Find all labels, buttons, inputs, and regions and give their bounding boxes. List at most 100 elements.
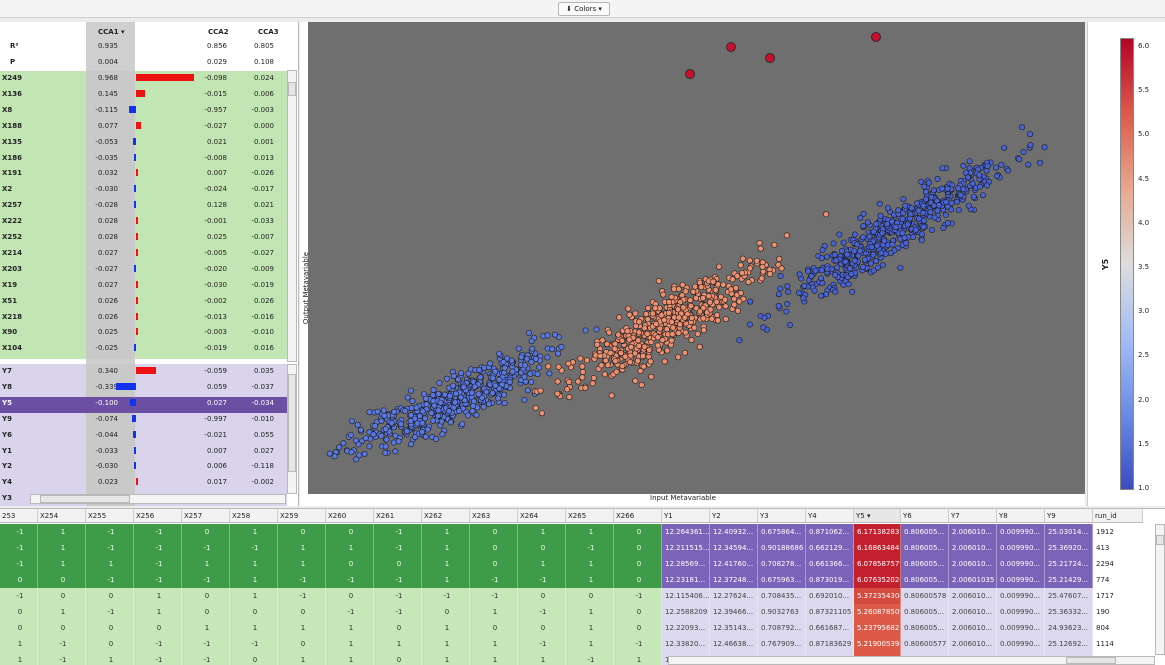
horizontal-scrollbar[interactable] xyxy=(30,494,286,504)
data-point xyxy=(784,300,791,307)
table-column-header[interactable]: Y9 xyxy=(1045,509,1093,523)
data-point xyxy=(635,342,642,349)
data-point xyxy=(653,320,660,327)
data-point xyxy=(413,404,420,411)
data-point xyxy=(801,282,808,289)
table-cell: 6.168634847 xyxy=(854,540,901,556)
table-cell: 0 xyxy=(0,604,38,620)
data-point xyxy=(348,418,355,425)
cca-column-header[interactable]: CCA2 xyxy=(208,28,229,36)
data-point xyxy=(884,205,891,212)
x-rows-scrollbar[interactable] xyxy=(287,70,297,362)
data-point xyxy=(382,449,389,456)
cca-value: 0.007 xyxy=(206,446,227,455)
table-cell: 774 xyxy=(1093,572,1143,588)
table-column-header[interactable]: Y5 ▾ xyxy=(854,509,901,523)
loading-bar xyxy=(130,398,136,406)
cca-value: 0.006 xyxy=(253,89,274,98)
outlier-point xyxy=(871,32,881,42)
cca1-column-highlight xyxy=(86,71,135,360)
table-cell: 0.009990... xyxy=(997,540,1045,556)
table-vertical-scroll-thumb[interactable] xyxy=(1156,535,1164,545)
table-horizontal-scroll-thumb[interactable] xyxy=(1066,657,1116,664)
table-column-header[interactable]: X255 xyxy=(86,509,134,523)
data-point xyxy=(906,215,913,222)
table-cell: -1 xyxy=(614,588,662,604)
data-point xyxy=(565,360,572,367)
data-point xyxy=(864,219,871,226)
table-column-header[interactable]: Y6 xyxy=(901,509,949,523)
table-cell: 0.009990... xyxy=(997,556,1045,572)
download-icon: ⬇ xyxy=(566,5,572,13)
cca-value: -0.003 xyxy=(204,328,227,337)
y-rows-scroll-thumb[interactable] xyxy=(288,374,296,472)
table-column-header[interactable]: X262 xyxy=(422,509,470,523)
data-point xyxy=(901,234,908,241)
data-point xyxy=(1005,167,1012,174)
data-point xyxy=(669,324,676,331)
cca-row-label: Y8 xyxy=(2,382,12,391)
colorbar-tick-label: 3.5 xyxy=(1138,263,1150,271)
table-column-header[interactable]: X257 xyxy=(182,509,230,523)
data-point xyxy=(1027,142,1034,149)
table-cell: 5.23795682 xyxy=(854,620,901,636)
cca-column-header[interactable]: CCA1 ▾ xyxy=(98,28,125,36)
data-point xyxy=(419,419,426,426)
table-cell: 1 xyxy=(230,572,278,588)
cca-value: 0.027 xyxy=(97,280,118,289)
table-cell: -1 xyxy=(518,636,566,652)
table-cell: 6.076352026 xyxy=(854,572,901,588)
data-point xyxy=(731,301,738,308)
outlier-point xyxy=(765,53,775,63)
table-column-header[interactable]: X265 xyxy=(566,509,614,523)
data-point xyxy=(582,384,589,391)
data-point xyxy=(873,221,880,228)
table-column-header[interactable]: Y1 xyxy=(662,509,710,523)
table-column-header[interactable]: 253 xyxy=(0,509,38,523)
data-point xyxy=(608,392,615,399)
data-point xyxy=(785,288,792,295)
table-cell: -1 xyxy=(134,524,182,540)
cca-row-label: Y7 xyxy=(2,367,12,375)
table-column-header[interactable]: Y3 xyxy=(758,509,806,523)
table-column-header[interactable]: X266 xyxy=(614,509,662,523)
table-cell: 0 xyxy=(86,636,134,652)
colors-button-label: Colors ▾ xyxy=(574,5,602,13)
cca-row-label: X218 xyxy=(2,312,23,321)
table-column-header[interactable]: X259 xyxy=(278,509,326,523)
loading-bar xyxy=(129,105,136,113)
colorbar-tick-label: 4.5 xyxy=(1138,174,1150,183)
data-point xyxy=(848,271,855,278)
table-column-header[interactable]: X260 xyxy=(326,509,374,523)
table-column-header[interactable]: Y2 xyxy=(710,509,758,523)
x-rows-scroll-thumb[interactable] xyxy=(288,82,296,96)
data-point xyxy=(438,418,445,425)
cca-value: -0.002 xyxy=(251,478,274,487)
table-cell: 1 xyxy=(422,540,470,556)
cca-column-header[interactable]: CCA3 xyxy=(258,28,279,36)
scatter-plot[interactable]: Input Metavariable Output Metavariable xyxy=(300,22,1085,506)
data-point xyxy=(715,263,722,270)
cca-value: 0.035 xyxy=(253,367,274,375)
horizontal-scroll-thumb[interactable] xyxy=(40,495,130,503)
table-cell: -1 xyxy=(374,588,422,604)
table-column-header[interactable]: X258 xyxy=(230,509,278,523)
table-column-header[interactable]: X261 xyxy=(374,509,422,523)
table-column-header[interactable]: run_id xyxy=(1093,509,1143,523)
table-column-header[interactable]: Y4 xyxy=(806,509,854,523)
cca-value: 0.025 xyxy=(206,233,227,241)
colors-dropdown-button[interactable]: ⬇ Colors ▾ xyxy=(558,2,610,16)
table-column-header[interactable]: Y8 xyxy=(997,509,1045,523)
table-column-header[interactable]: X264 xyxy=(518,509,566,523)
cca-value: 0.027 xyxy=(97,248,118,257)
table-column-header[interactable]: Y7 xyxy=(949,509,997,523)
cca-value: -0.013 xyxy=(204,312,227,321)
table-cell: 12.28569... xyxy=(662,556,710,572)
table-column-header[interactable]: X256 xyxy=(134,509,182,523)
table-cell: 2.006010... xyxy=(949,604,997,620)
table-column-header[interactable]: X263 xyxy=(470,509,518,523)
loading-bar xyxy=(134,264,136,272)
table-column-header[interactable]: X254 xyxy=(38,509,86,523)
table-cell: 5.260878509 xyxy=(854,604,901,620)
table-cell: 0.662129... xyxy=(806,540,854,556)
